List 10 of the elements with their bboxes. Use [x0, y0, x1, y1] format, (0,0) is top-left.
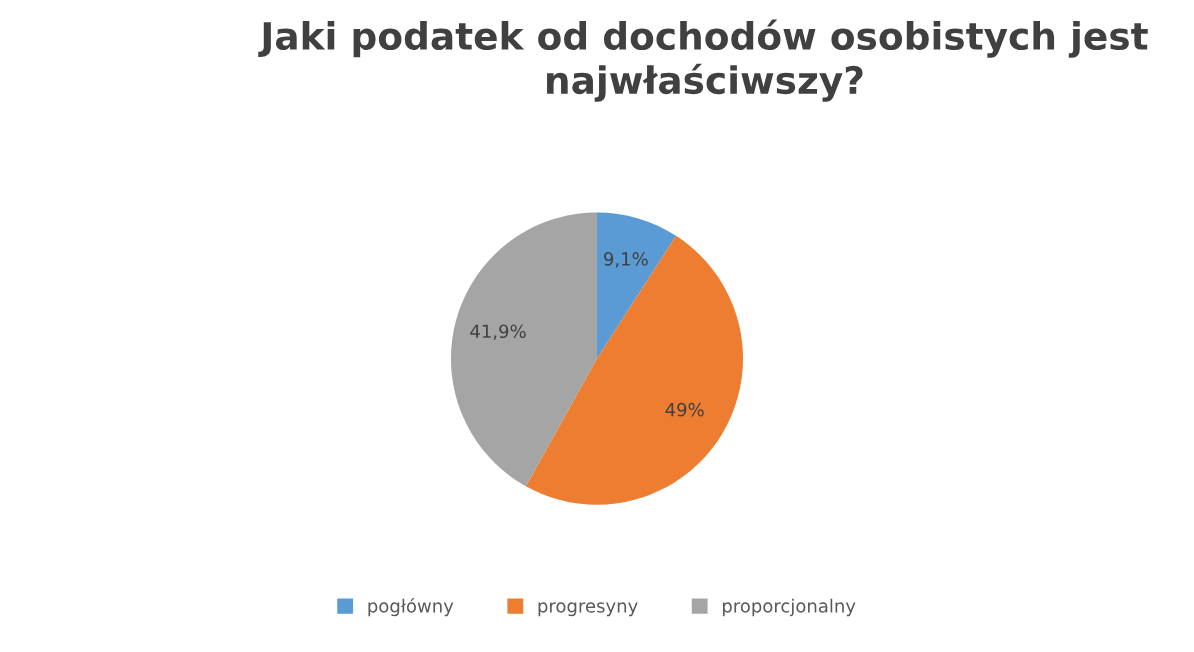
data-label: 41,9%: [470, 324, 526, 340]
legend-label: proporcjonalny: [722, 598, 856, 617]
pie-slice: [450, 212, 597, 487]
legend-label: progresyny: [538, 602, 638, 617]
pie-slice: [525, 235, 743, 505]
data-label: 49%: [665, 402, 704, 417]
pie-slice: [597, 212, 677, 359]
data-label: 9,1%: [604, 252, 648, 268]
legend-label: pogłówny: [368, 597, 454, 617]
chart-title: Jaki podatek od dochodów osobistych jest najwłaściwszy?: [258, 19, 1148, 102]
